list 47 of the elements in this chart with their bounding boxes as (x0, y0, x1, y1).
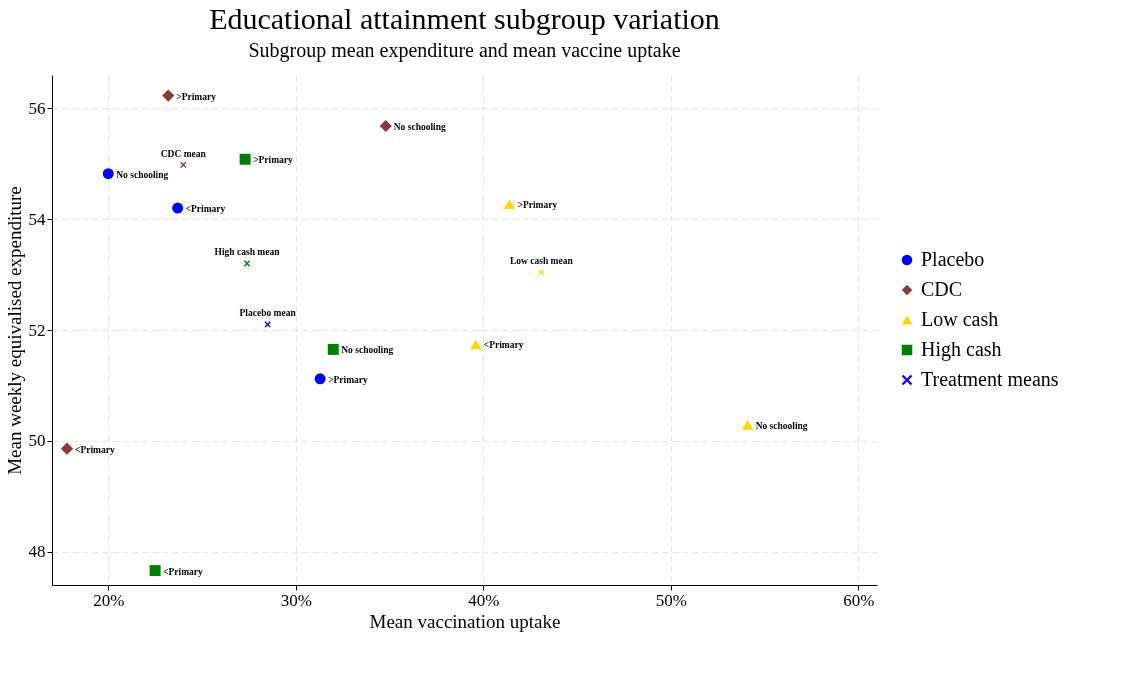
data-label: <Primary (75, 444, 115, 455)
y-tick-label: 54 (28, 209, 46, 229)
point (162, 89, 175, 102)
point (741, 419, 754, 430)
x-tick-label: 40% (468, 590, 500, 610)
point (102, 168, 114, 180)
legend-label: CDC (921, 278, 963, 300)
legend-label: Treatment means (921, 368, 1059, 390)
data-label: <Primary (185, 204, 226, 215)
point (314, 373, 326, 385)
chart-subtitle: Subgroup mean expenditure and mean vaccine uptake (248, 39, 681, 62)
y-tick-label: 56 (28, 98, 46, 118)
data-label: High cash mean (214, 247, 281, 258)
point (379, 119, 392, 133)
data-label: >Primary (253, 155, 294, 166)
data-label: No schooling (755, 420, 808, 431)
y-tick-label: 50 (28, 431, 46, 451)
data-label: >Primary (328, 374, 369, 385)
x-axis-title: Mean vaccination uptake (369, 610, 561, 632)
y-axis-title: Mean weekly equivalised expenditure (3, 186, 25, 475)
legend-label: High cash (921, 338, 1002, 361)
point (470, 339, 482, 350)
data-label: Low cash mean (509, 256, 574, 267)
data-label: CDC mean (160, 148, 207, 159)
data-label: No schooling (116, 169, 169, 180)
y-tick-label: 52 (28, 320, 46, 340)
data-label: No schooling (341, 345, 394, 356)
point (60, 442, 74, 455)
data-label: No schooling (393, 122, 446, 132)
data-label: >Primary (517, 200, 558, 211)
x-tick-label: 30% (280, 590, 312, 610)
point (239, 153, 251, 165)
data-label: <Primary (163, 566, 204, 577)
point (503, 199, 516, 210)
x-tick-label: 60% (843, 590, 875, 610)
point (149, 565, 161, 577)
legend-label: Placebo (921, 248, 985, 270)
y-tick-label: 48 (28, 542, 46, 562)
legend-label: Low cash (921, 308, 999, 330)
point (327, 343, 339, 355)
x-tick-label: 20% (93, 590, 125, 610)
data-label: Placebo mean (239, 308, 297, 319)
data-label: <Primary (483, 340, 524, 351)
point (172, 202, 184, 214)
data-label: >Primary (176, 91, 217, 102)
x-tick-label: 50% (655, 590, 687, 610)
chart-title: Educational attainment subgroup variation (209, 2, 720, 35)
